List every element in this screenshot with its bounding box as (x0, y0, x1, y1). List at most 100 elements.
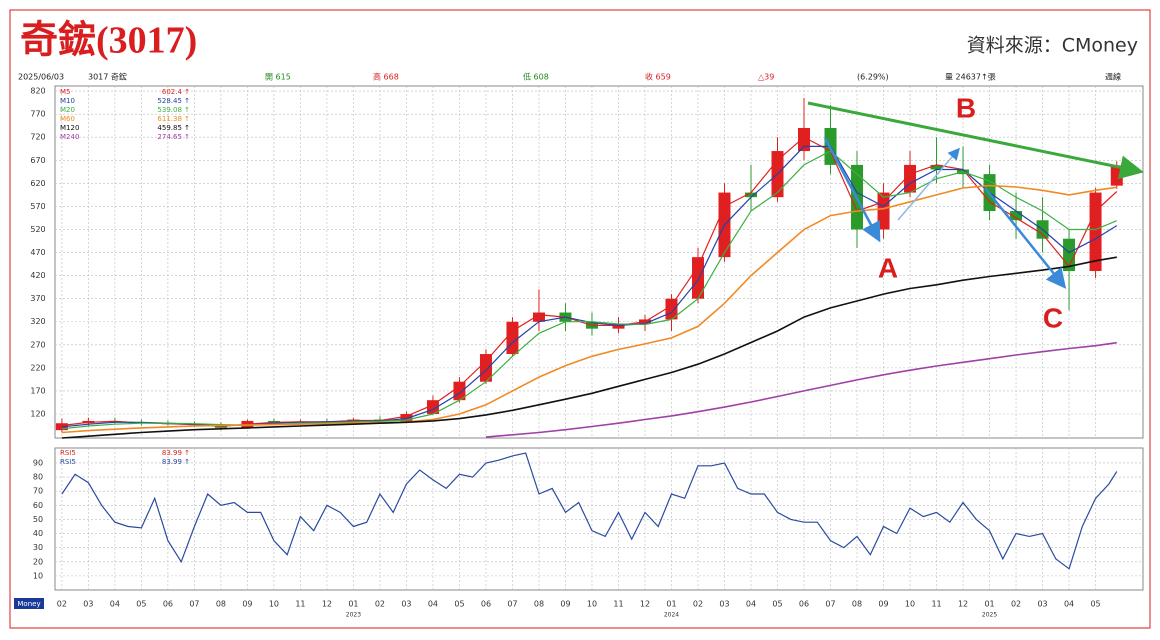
legend-name: M5 (60, 88, 71, 96)
x-tick-label: 09 (242, 600, 252, 609)
candle-body (1010, 211, 1023, 221)
header-item: 2025/06/03 (18, 73, 64, 82)
year-label: 2025 (982, 612, 997, 619)
arrow-c (984, 187, 1067, 289)
x-tick-label: 11 (295, 600, 305, 609)
header-item: 量 24637↑張 (945, 73, 996, 82)
x-tick-label: 02 (57, 600, 67, 609)
header-item: 週線 (1105, 72, 1121, 82)
header-item: (6.29%) (857, 73, 889, 82)
x-tick-label: 08 (852, 600, 862, 609)
x-tick-label: 12 (322, 600, 332, 609)
x-tick-label: 04 (428, 600, 438, 609)
arrow-b (897, 147, 960, 221)
x-tick-label: 04 (746, 600, 756, 609)
y-tick-label: 20 (33, 557, 43, 566)
y-tick-label: 270 (30, 340, 45, 349)
candle-body (400, 414, 413, 422)
header-item: △39 (758, 73, 774, 82)
source: 資料來源：CMoney (967, 35, 1138, 57)
legend-value: 539.08 ↑ (157, 106, 190, 114)
x-tick-label: 08 (534, 600, 544, 609)
y-tick-label: 720 (30, 133, 45, 142)
x-tick-label: 07 (825, 600, 835, 609)
x-tick-label: 06 (799, 600, 809, 609)
y-tick-label: 80 (33, 473, 43, 482)
arrow-a (823, 137, 881, 243)
x-tick-label: 03 (719, 600, 729, 609)
x-tick-label: 02 (1011, 600, 1021, 609)
series-line (485, 341, 1117, 438)
y-tick-label: 90 (33, 458, 43, 467)
candle-body (798, 127, 811, 152)
x-tick-label: 07 (507, 600, 517, 609)
y-tick-label: 770 (30, 110, 45, 119)
y-tick-label: 220 (30, 363, 45, 372)
candle-body (877, 192, 890, 230)
legend-name: M10 (60, 97, 75, 105)
title: 奇鋐(3017) (20, 20, 197, 62)
legend-value: 528.45 ↑ (157, 97, 190, 105)
legend-value: 602.4 ↑ (162, 88, 190, 96)
x-tick-label: 01 (348, 600, 358, 609)
x-tick-label: 06 (163, 600, 173, 609)
x-tick-label: 11 (931, 600, 941, 609)
series-line (61, 150, 1118, 430)
x-tick-label: 06 (481, 600, 491, 609)
legend-name: RSI5 (60, 458, 76, 466)
x-tick-label: 02 (375, 600, 385, 609)
legend-name: M20 (60, 106, 75, 114)
candle-body (1089, 192, 1102, 271)
annotation: A (878, 252, 898, 283)
y-tick-label: 420 (30, 271, 45, 280)
legend-value: 83.99 ↑ (162, 449, 190, 457)
header-item: 開 615 (265, 73, 291, 82)
header-item: 低 608 (523, 72, 549, 82)
header-item: 收 659 (645, 72, 671, 82)
y-tick-label: 670 (30, 156, 45, 165)
x-tick-label: 04 (1064, 600, 1074, 609)
legend-name: M60 (60, 115, 75, 123)
candle-body (930, 164, 943, 170)
y-tick-label: 370 (30, 294, 45, 303)
y-tick-label: 120 (30, 410, 45, 419)
x-tick-label: 10 (269, 600, 279, 609)
y-tick-label: 30 (33, 543, 43, 552)
legend-name: M240 (60, 133, 79, 141)
x-tick-label: 08 (216, 600, 226, 609)
series-line (61, 452, 1118, 570)
x-tick-label: 12 (958, 600, 968, 609)
y-tick-label: 620 (30, 179, 45, 188)
y-tick-label: 820 (30, 87, 45, 96)
price-panel (54, 85, 1144, 439)
frame (9, 9, 1151, 629)
trend-line (807, 101, 1144, 180)
annotation: C (1043, 302, 1063, 333)
x-tick-label: 01 (984, 600, 994, 609)
candle-body (612, 324, 625, 329)
y-tick-label: 570 (30, 202, 45, 211)
y-tick-label: 520 (30, 225, 45, 234)
year-label: 2024 (664, 612, 679, 619)
x-tick-label: 12 (640, 600, 650, 609)
x-tick-label: 03 (1037, 600, 1047, 609)
series-line (61, 184, 1117, 434)
year-label: 2023 (346, 612, 361, 619)
legend-value: 274.65 ↑ (157, 133, 190, 141)
x-tick-label: 04 (110, 600, 120, 609)
header-item: 3017 奇鋐 (88, 72, 127, 82)
y-tick-label: 70 (33, 487, 43, 496)
x-tick-label: 05 (136, 600, 146, 609)
candle-body (532, 312, 545, 322)
candle-body (745, 192, 758, 198)
y-tick-label: 320 (30, 317, 45, 326)
x-tick-label: 03 (83, 600, 93, 609)
legend-value: 459.85 ↑ (157, 124, 190, 132)
logo-box (14, 598, 44, 609)
x-tick-label: 10 (587, 600, 597, 609)
x-tick-label: 03 (401, 600, 411, 609)
y-tick-label: 10 (33, 571, 43, 580)
y-tick-label: 50 (33, 515, 43, 524)
y-tick-label: 60 (33, 501, 43, 510)
